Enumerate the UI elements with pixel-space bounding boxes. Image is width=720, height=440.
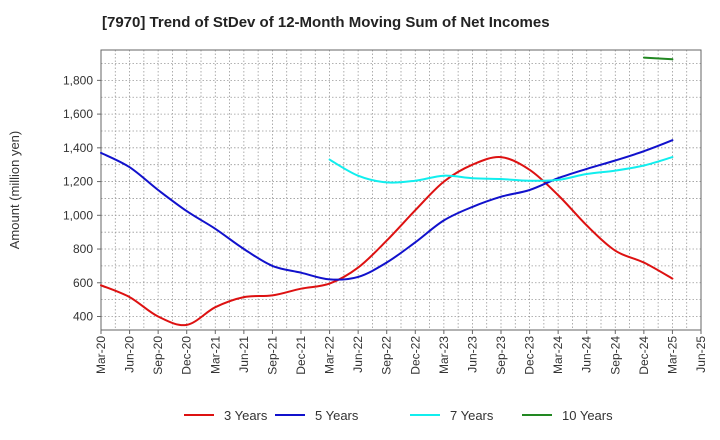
x-tick-label: Sep-21	[265, 336, 279, 375]
x-tick-label: Jun-25	[694, 336, 708, 373]
legend-label-3-years: 3 Years	[224, 408, 268, 423]
x-tick-label: Mar-23	[437, 336, 451, 374]
x-tick-label: Jun-20	[123, 336, 137, 373]
y-tick-label: 600	[73, 276, 93, 290]
x-tick-label: Mar-22	[323, 336, 337, 374]
series-line-5-years	[100, 139, 674, 281]
x-tick-label: Jun-22	[351, 336, 365, 373]
x-tick-label: Jun-23	[465, 336, 479, 373]
x-tick-label: Jun-24	[580, 336, 594, 373]
x-tick-label: Sep-22	[380, 336, 394, 375]
x-tick-label: Sep-24	[608, 336, 622, 375]
y-tick-label: 1,800	[63, 73, 93, 87]
y-axis-label: Amount (million yen)	[7, 131, 22, 250]
x-axis-tick-labels: Mar-20 Jun-20 Sep-20 Dec-20 Mar-21 Jun-21 Sep-…	[94, 330, 708, 375]
y-tick-label: 1,600	[63, 107, 93, 121]
series-lines	[100, 56, 674, 327]
x-tick-label: Mar-21	[208, 336, 222, 374]
legend-label-10-years: 10 Years	[562, 408, 613, 423]
y-axis-tick-labels: 400 600 800 1,000 1,200 1,400 1,600 1,800	[63, 73, 101, 324]
y-tick-label: 1,400	[63, 141, 93, 155]
x-tick-label: Dec-22	[408, 336, 422, 375]
grid-lines	[101, 50, 701, 330]
legend-label-7-years: 7 Years	[450, 408, 494, 423]
x-tick-label: Mar-20	[94, 336, 108, 374]
legend-label-5-years: 5 Years	[315, 408, 359, 423]
y-tick-label: 800	[73, 242, 93, 256]
series-line-10-years	[642, 56, 674, 61]
series-line-7-years	[328, 156, 674, 184]
x-tick-label: Dec-24	[637, 336, 651, 375]
y-tick-label: 400	[73, 310, 93, 324]
plot-area-frame	[100, 49, 702, 331]
x-tick-label: Sep-23	[494, 336, 508, 375]
x-tick-label: Dec-21	[294, 336, 308, 375]
y-tick-label: 1,000	[63, 208, 93, 222]
x-tick-label: Mar-24	[551, 336, 565, 374]
series-line-3-years	[100, 156, 674, 327]
x-tick-label: Dec-23	[523, 336, 537, 375]
x-tick-label: Dec-20	[180, 336, 194, 375]
y-tick-label: 1,200	[63, 175, 93, 189]
legend: 3 Years 5 Years 7 Years 10 Years	[184, 408, 613, 423]
chart-title: [7970] Trend of StDev of 12-Month Moving…	[102, 14, 550, 31]
x-tick-label: Mar-25	[665, 336, 679, 374]
x-tick-label: Sep-20	[151, 336, 165, 375]
x-tick-label: Jun-21	[237, 336, 251, 373]
